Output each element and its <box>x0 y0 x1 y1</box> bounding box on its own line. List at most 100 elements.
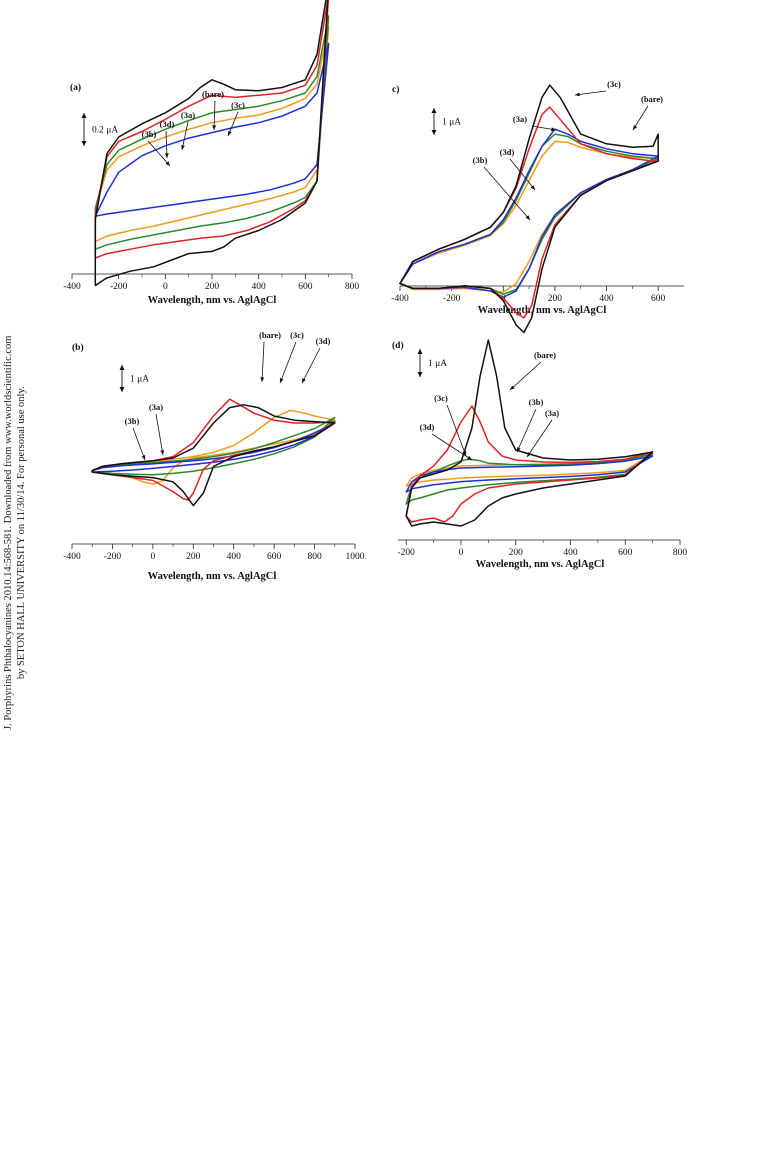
panel-label: (a) <box>70 82 81 93</box>
scale-bar-arrow-up <box>417 349 423 354</box>
annotation-arrowhead <box>228 131 232 136</box>
annotation-label: (3a) <box>545 408 559 418</box>
annotation-label: (3d) <box>500 147 515 157</box>
panel-b: -400 -200 0 200 400 600 800 1000 Wavelength, nm … <box>63 330 364 582</box>
annotation-arrow-line <box>509 361 542 391</box>
annotation-label: (bare) <box>641 94 663 104</box>
x-axis-label: Wavelength, nm vs. AglAgCl <box>476 559 605 570</box>
x-tick-label: 400 <box>227 552 242 562</box>
annotation-arrow-line <box>279 341 297 384</box>
annotation-arrow-line <box>181 121 189 151</box>
annotation-arrowhead <box>279 378 284 383</box>
series-line-3c <box>91 398 336 501</box>
annotation-arrowhead <box>467 455 472 460</box>
x-tick-label: 200 <box>548 294 563 304</box>
panel-label: c) <box>392 84 399 95</box>
annotation-arrow-line <box>155 413 164 456</box>
x-tick-label: -200 <box>110 282 128 292</box>
annotation-arrowhead <box>462 451 467 456</box>
series-line-3c <box>405 405 654 523</box>
x-tick-label: 800 <box>673 548 688 558</box>
series-line-bare <box>399 84 659 334</box>
series-line-bare <box>94 0 329 287</box>
scale-bar-arrow-down <box>119 387 125 392</box>
scale-bar-arrow-down <box>417 372 423 377</box>
scale-bar-arrow-up <box>431 108 437 113</box>
annotation-arrow-line <box>632 105 649 131</box>
panel-d: -200 0 200 400 600 800 Wavelength, nm vs. AglA… <box>392 339 688 570</box>
x-tick-label: 200 <box>205 282 220 292</box>
annotation-label: (3a) <box>513 114 527 124</box>
scale-bar-arrow-down <box>431 130 437 135</box>
annotation-arrowhead <box>165 161 170 166</box>
scale-bar-label: 1 μA <box>442 118 461 128</box>
series-line-bare <box>405 339 654 527</box>
panel-label: (d) <box>392 340 404 351</box>
annotation-label: (3b) <box>142 129 157 139</box>
annotation-arrowhead <box>141 455 146 460</box>
annotation-arrowhead <box>260 377 265 382</box>
annotation-label: (3d) <box>420 422 435 432</box>
annotation-arrowhead <box>510 385 515 390</box>
x-tick-label: 600 <box>651 294 666 304</box>
annotation-arrowhead <box>181 145 185 150</box>
annotation-arrow-line <box>132 427 146 461</box>
annotation-arrow-line <box>261 341 265 383</box>
x-tick-label: 600 <box>618 548 633 558</box>
annotation-arrow-line <box>301 347 321 384</box>
series-line-bare <box>91 404 336 507</box>
annotation-arrow-line <box>147 140 171 167</box>
annotation-label: (bare) <box>259 330 281 340</box>
x-tick-label: -200 <box>104 552 122 562</box>
annotation-arrowhead <box>527 452 532 457</box>
annotation-label: (3b) <box>529 397 544 407</box>
x-tick-label: 400 <box>563 548 578 558</box>
x-tick-label: 0 <box>150 552 155 562</box>
x-tick-label: 200 <box>509 548 524 558</box>
annotation-label: (3c) <box>434 393 448 403</box>
annotation-label: (3a) <box>181 110 195 120</box>
figure-canvas: -400 -200 0 200 400 600 800 Wavelength, nm vs. … <box>63 0 688 582</box>
annotation-label: (3c) <box>607 79 621 89</box>
series-line-3a <box>399 133 659 296</box>
scale-bar-arrow-up <box>81 113 87 118</box>
annotation-arrowhead <box>633 125 638 130</box>
series-line-3c <box>94 0 330 259</box>
annotation-arrowhead <box>525 215 530 220</box>
series-line-3b <box>91 422 336 473</box>
annotation-label: (3b) <box>125 416 140 426</box>
x-tick-label: -400 <box>63 282 81 292</box>
x-tick-label: 600 <box>267 552 282 562</box>
annotation-label: (3b) <box>473 155 488 165</box>
annotation-arrowhead <box>517 447 521 452</box>
x-axis-label: Wavelength, nm vs. AglAgCl <box>148 571 277 582</box>
annotation-arrow-line <box>431 433 473 461</box>
scale-bar-label: 1 μA <box>428 359 447 369</box>
annotation-arrow-line <box>574 90 607 96</box>
annotation-label: (3d) <box>316 336 331 346</box>
annotation-arrowhead <box>575 92 580 97</box>
annotation-arrow-line <box>483 166 531 221</box>
x-tick-label: 1000 <box>346 552 365 562</box>
annotation-label: (bare) <box>202 89 224 99</box>
x-tick-label: -200 <box>443 294 461 304</box>
x-tick-label: 0 <box>459 548 464 558</box>
series-line-3b <box>94 42 330 217</box>
panel-a: -400 -200 0 200 400 600 800 Wavelength, nm vs. … <box>63 0 359 306</box>
scale-bar-label: 0.2 μA <box>92 126 118 136</box>
annotation-arrowhead <box>551 127 556 132</box>
x-tick-label: -400 <box>63 552 81 562</box>
annotation-label: (3c) <box>290 330 304 340</box>
annotation-arrowhead <box>160 450 165 455</box>
x-axis-label: Wavelength, nm vs. AglAgCl <box>148 295 277 306</box>
annotation-arrow-line <box>213 100 216 131</box>
x-tick-label: 800 <box>307 552 322 562</box>
x-tick-label: -400 <box>391 294 409 304</box>
annotation-arrow-line <box>516 408 537 453</box>
x-tick-label: 400 <box>252 282 267 292</box>
series-line-3a <box>405 453 654 505</box>
x-tick-label: 0 <box>163 282 168 292</box>
annotation-arrowhead <box>212 125 217 130</box>
annotation-label: (3c) <box>231 100 245 110</box>
